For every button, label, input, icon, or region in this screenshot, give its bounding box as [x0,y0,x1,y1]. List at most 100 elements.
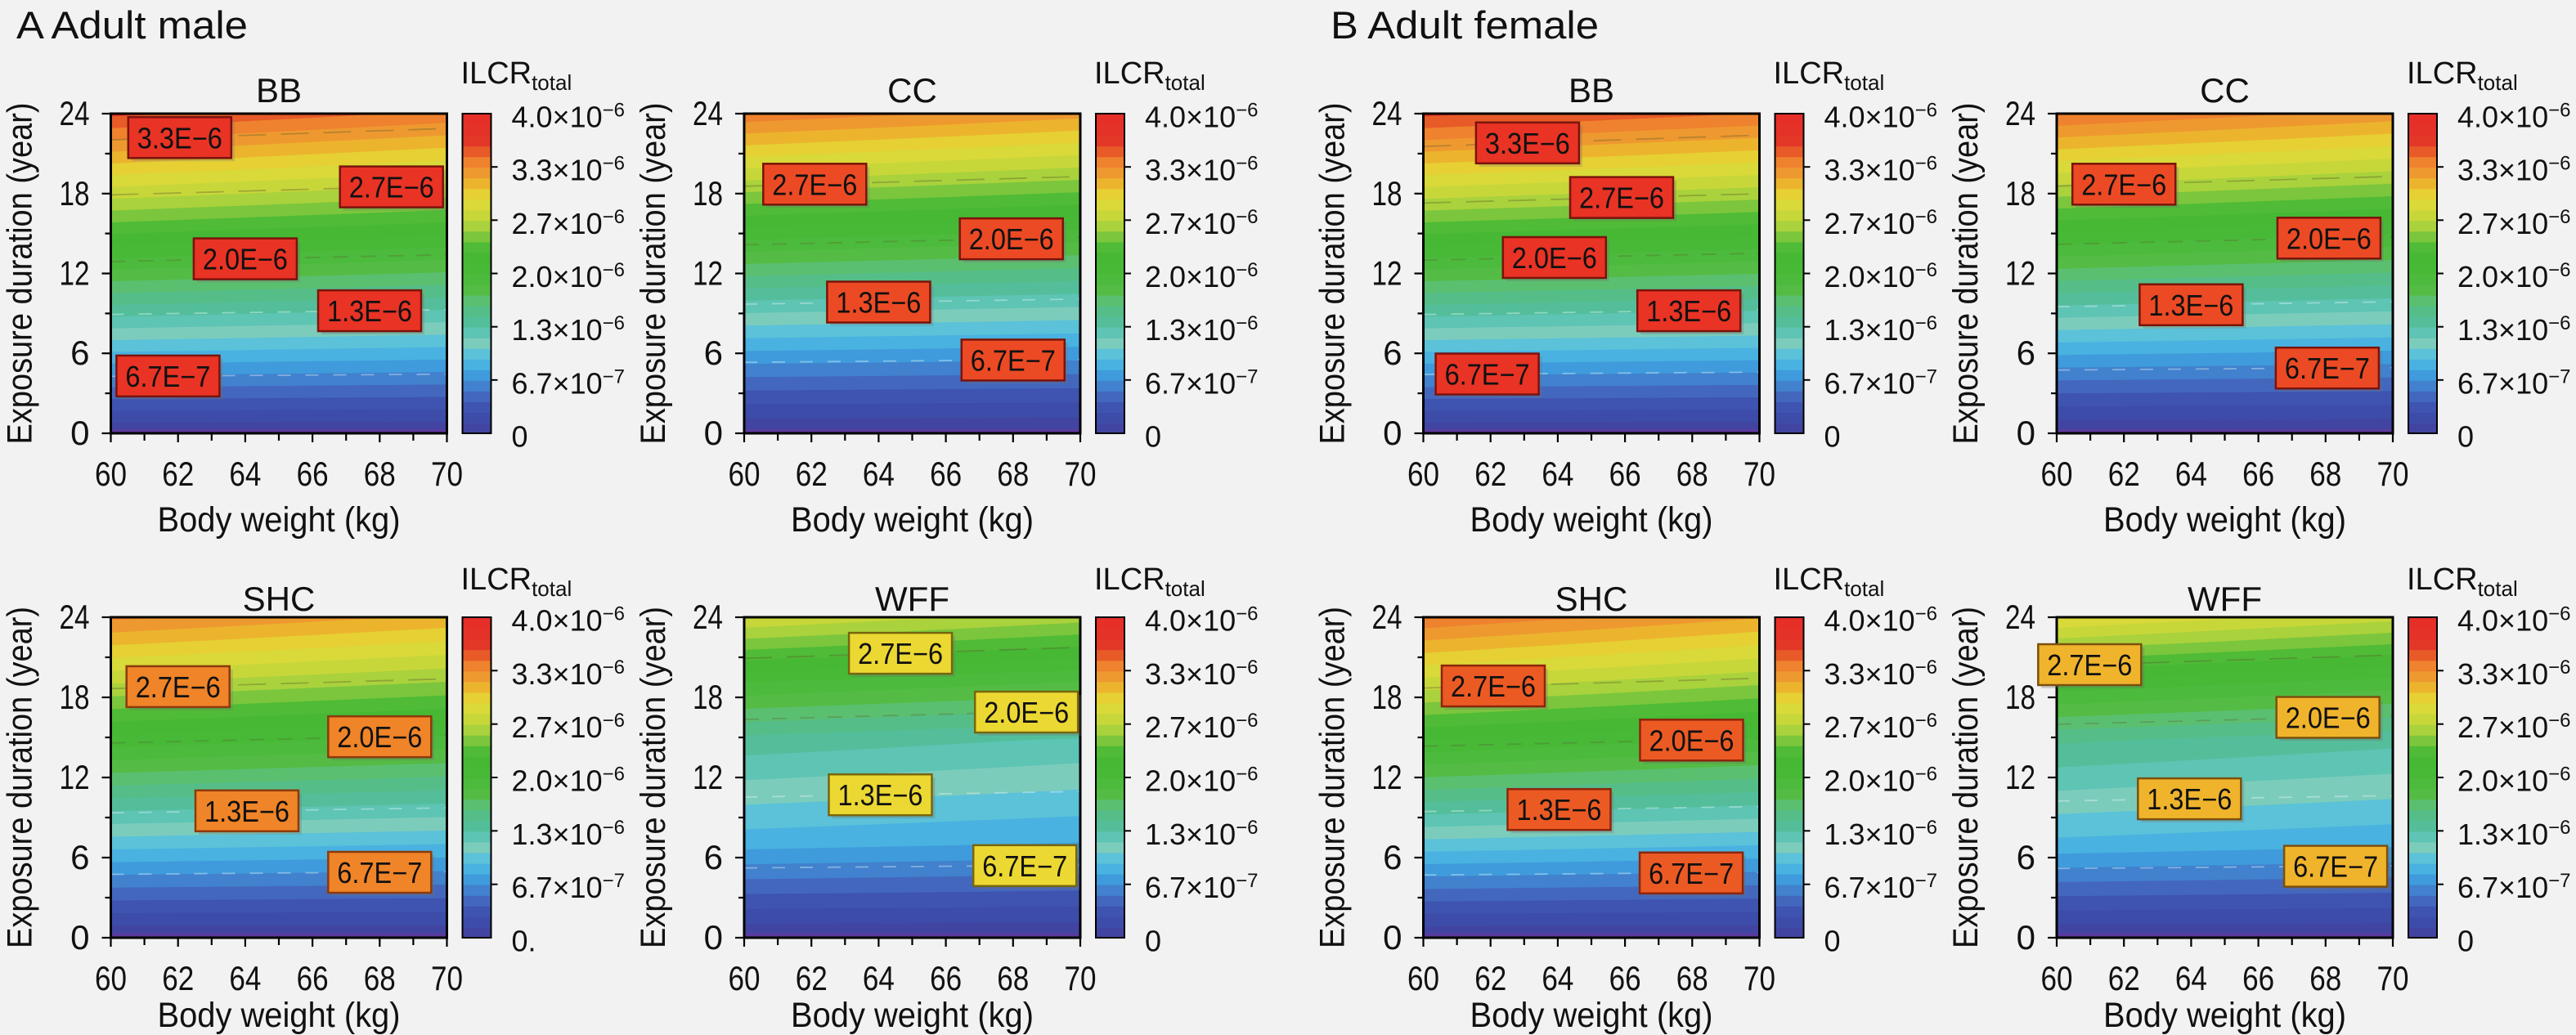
svg-text:18: 18 [2005,174,2035,213]
svg-text:64: 64 [863,455,895,493]
svg-text:6.7E−7: 6.7E−7 [1649,857,1734,890]
svg-text:24: 24 [2005,598,2035,636]
svg-text:0: 0 [1824,925,1841,958]
svg-text:18: 18 [1372,678,1402,716]
svg-text:64: 64 [229,959,261,997]
svg-text:Body weight (kg): Body weight (kg) [1470,996,1713,1035]
svg-text:62: 62 [162,455,194,493]
svg-text:2.7E−6: 2.7E−6 [1451,670,1536,703]
svg-text:70: 70 [1744,959,1775,997]
svg-text:1.3E−6: 1.3E−6 [1646,294,1731,328]
svg-text:60: 60 [2041,959,2073,997]
svg-text:1.3×10−6: 1.3×10−6 [1145,817,1259,851]
svg-text:1.3E−6: 1.3E−6 [838,778,923,812]
svg-text:62: 62 [1474,455,1506,493]
svg-text:60: 60 [1407,959,1439,997]
svg-text:4.0×10−6: 4.0×10−6 [2457,100,2571,134]
svg-text:Body weight (kg): Body weight (kg) [158,996,401,1035]
svg-text:66: 66 [297,959,329,997]
svg-text:2.7E−6: 2.7E−6 [1579,181,1664,215]
svg-text:60: 60 [95,959,127,997]
svg-text:3.3E−6: 3.3E−6 [137,121,222,155]
svg-text:68: 68 [2309,455,2341,493]
svg-text:2.7E−6: 2.7E−6 [772,168,857,201]
svg-text:0: 0 [70,918,89,957]
svg-text:6.7E−7: 6.7E−7 [971,343,1056,377]
svg-text:2.7E−6: 2.7E−6 [858,637,943,670]
svg-text:SHC: SHC [243,580,316,618]
svg-text:62: 62 [2108,455,2140,493]
svg-text:6: 6 [704,334,723,372]
svg-text:1.3E−6: 1.3E−6 [2147,782,2232,816]
svg-text:24: 24 [2005,94,2035,132]
svg-text:2.7E−6: 2.7E−6 [2047,648,2132,682]
svg-text:6: 6 [70,334,89,372]
svg-text:2.0E−6: 2.0E−6 [337,720,422,754]
svg-text:2.7E−6: 2.7E−6 [136,670,221,704]
svg-text:62: 62 [2108,959,2140,997]
svg-text:2.0E−6: 2.0E−6 [203,243,288,276]
svg-text:2.0E−6: 2.0E−6 [1512,241,1597,275]
svg-text:68: 68 [1676,455,1708,493]
svg-text:70: 70 [1065,959,1097,997]
svg-text:68: 68 [2309,959,2341,997]
svg-text:66: 66 [2242,455,2274,493]
svg-text:62: 62 [796,455,828,493]
svg-text:0: 0 [70,414,89,452]
svg-text:12: 12 [693,254,723,293]
svg-text:60: 60 [729,959,761,997]
svg-text:18: 18 [693,174,723,213]
svg-text:70: 70 [2377,959,2409,997]
svg-text:66: 66 [1609,959,1641,997]
svg-text:6.7E−7: 6.7E−7 [337,856,422,889]
svg-text:12: 12 [60,254,90,293]
svg-text:6.7E−7: 6.7E−7 [125,360,210,393]
svg-text:68: 68 [997,455,1029,493]
svg-text:18: 18 [2005,678,2035,716]
svg-text:12: 12 [693,758,723,796]
svg-text:B Adult female: B Adult female [1331,3,1599,47]
svg-text:12: 12 [1372,758,1402,796]
svg-text:0.: 0. [512,925,536,958]
svg-text:0: 0 [2457,420,2474,454]
svg-text:0: 0 [1383,918,1402,957]
svg-text:0: 0 [704,414,723,452]
svg-text:WFF: WFF [2188,580,2262,618]
svg-text:64: 64 [2175,959,2207,997]
svg-text:6.7E−7: 6.7E−7 [1445,358,1530,392]
svg-text:64: 64 [2175,455,2207,493]
svg-text:70: 70 [431,959,463,997]
svg-text:64: 64 [229,455,261,493]
svg-text:12: 12 [2005,254,2035,293]
svg-text:0: 0 [512,420,528,454]
svg-text:64: 64 [863,959,895,997]
svg-text:1.3E−6: 1.3E−6 [2148,289,2233,322]
svg-text:Body weight (kg): Body weight (kg) [2103,500,2346,540]
svg-text:Exposure duration (year): Exposure duration (year) [1946,103,1986,445]
svg-text:BB: BB [256,71,302,110]
svg-text:18: 18 [1372,174,1402,213]
svg-text:24: 24 [693,94,723,132]
svg-text:0: 0 [1145,420,1161,454]
svg-text:0: 0 [2017,414,2035,452]
svg-text:2.0E−6: 2.0E−6 [984,696,1069,729]
svg-text:Exposure duration (year): Exposure duration (year) [1946,607,1986,948]
svg-text:64: 64 [1542,455,1573,493]
svg-text:2.7E−6: 2.7E−6 [2081,168,2166,201]
svg-text:Exposure duration (year): Exposure duration (year) [1313,103,1353,445]
svg-text:6: 6 [1383,334,1402,372]
svg-text:0: 0 [2017,918,2035,957]
svg-text:60: 60 [2041,455,2073,493]
svg-text:6.7×10−7: 6.7×10−7 [512,365,626,400]
svg-text:Body weight (kg): Body weight (kg) [1470,500,1713,540]
svg-text:6: 6 [704,838,723,876]
svg-text:A Adult male: A Adult male [16,3,248,47]
svg-text:2.0E−6: 2.0E−6 [2286,701,2371,735]
svg-text:Exposure duration (year): Exposure duration (year) [1,607,40,948]
svg-text:Exposure duration (year): Exposure duration (year) [1313,607,1353,948]
svg-text:70: 70 [2377,455,2409,493]
svg-text:18: 18 [60,678,90,716]
svg-text:68: 68 [1676,959,1708,997]
svg-text:70: 70 [1744,455,1775,493]
svg-text:24: 24 [693,598,723,636]
